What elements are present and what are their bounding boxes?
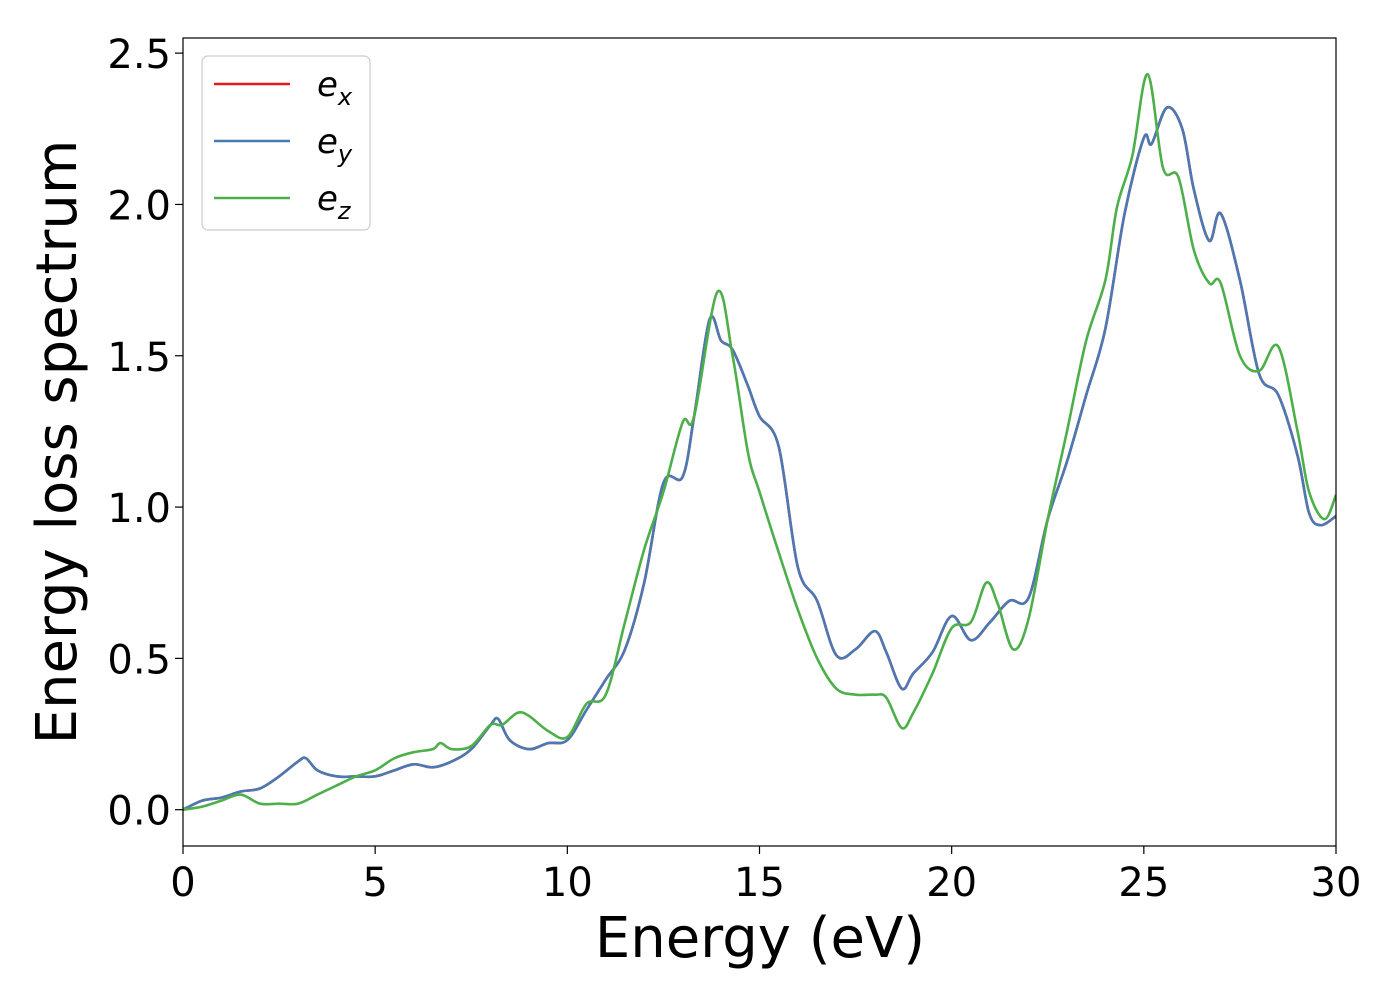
legend-label-base: e <box>317 65 338 105</box>
x-tick-label: 25 <box>1118 860 1169 906</box>
x-tick-label: 5 <box>362 860 387 906</box>
x-tick-label: 10 <box>542 860 593 906</box>
legend-label-base: e <box>317 179 338 219</box>
x-axis-ticks: 0 5 10 15 20 25 30 <box>170 846 1361 906</box>
y-tick-label: 2.5 <box>107 32 171 78</box>
legend-label-x: ex <box>317 65 353 111</box>
y-axis-ticks: 0.0 0.5 1.0 1.5 2.0 2.5 <box>107 32 183 835</box>
x-axis-title: Energy (eV) <box>595 906 925 971</box>
y-tick-label: 2.0 <box>107 183 171 229</box>
legend-label-y: ey <box>317 122 353 168</box>
series-lines <box>183 73 1336 811</box>
y-axis-title: Energy loss spectrum <box>25 140 90 745</box>
legend-label-base: e <box>317 122 338 162</box>
x-tick-label: 15 <box>734 860 785 906</box>
series-line-e-y <box>183 105 1336 811</box>
plot-frame <box>182 37 1337 847</box>
y-tick-label: 1.5 <box>107 335 171 381</box>
legend-box <box>201 55 371 231</box>
legend-label-subscript: y <box>337 140 353 168</box>
x-tick-label: 0 <box>170 860 195 906</box>
plot-area <box>183 73 1336 811</box>
y-tick-label: 1.0 <box>107 486 171 532</box>
y-tick-label: 0.0 <box>107 789 171 835</box>
y-tick-label: 0.5 <box>107 637 171 683</box>
legend-label-subscript: x <box>337 83 353 111</box>
x-tick-label: 20 <box>926 860 977 906</box>
legend-label-z: ez <box>317 179 352 225</box>
legend-label-subscript: z <box>337 197 352 225</box>
series-line-e-z <box>183 73 1336 811</box>
x-tick-label: 30 <box>1311 860 1362 906</box>
